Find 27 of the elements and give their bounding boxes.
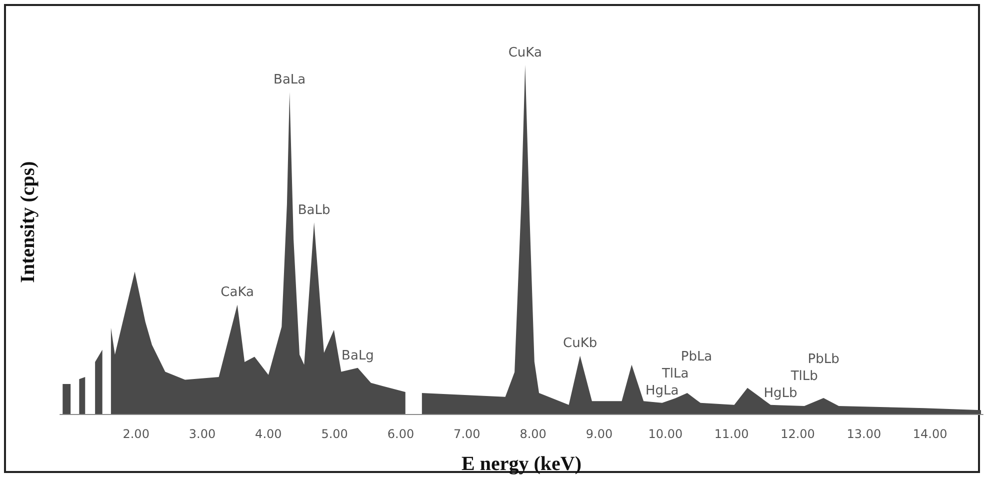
x-tick-label: 5.00 bbox=[321, 427, 348, 441]
x-tick-label: 2.00 bbox=[122, 427, 150, 441]
annotation: TlLa bbox=[660, 366, 689, 382]
x-tick-label: 14.00 bbox=[912, 427, 948, 441]
annotation: HgLa bbox=[645, 383, 679, 398]
annotation: BaLg bbox=[342, 348, 374, 364]
annotation: CaKa bbox=[220, 285, 254, 300]
x-tick-label: 7.00 bbox=[454, 427, 480, 441]
annotation: CuKa bbox=[508, 45, 542, 60]
annotation: CuKb bbox=[563, 336, 598, 352]
x-axis-title: E nergy (keV) bbox=[462, 453, 582, 475]
annotation: PbLa bbox=[680, 349, 712, 364]
x-tick-label: 11.00 bbox=[714, 427, 749, 441]
annotation: HgLb bbox=[764, 386, 798, 401]
x-tick-label: 12.00 bbox=[780, 427, 815, 441]
annotation: PbLb bbox=[808, 352, 840, 367]
x-tick-label: 3.00 bbox=[188, 427, 216, 441]
x-tick-label: 4.00 bbox=[255, 427, 282, 441]
x-tick-label: 9.00 bbox=[586, 427, 613, 441]
annotation: BaLa bbox=[274, 72, 306, 88]
x-tick-label: 10.00 bbox=[648, 427, 683, 441]
x-tick-label: 13.00 bbox=[846, 427, 882, 441]
annotation: BaLb bbox=[298, 202, 330, 218]
x-tick-label: 6.00 bbox=[387, 427, 414, 441]
annotation: TlLb bbox=[790, 368, 818, 384]
x-tick-label: 8.00 bbox=[520, 427, 546, 441]
y-axis-title: Intensity (cps) bbox=[17, 161, 39, 283]
